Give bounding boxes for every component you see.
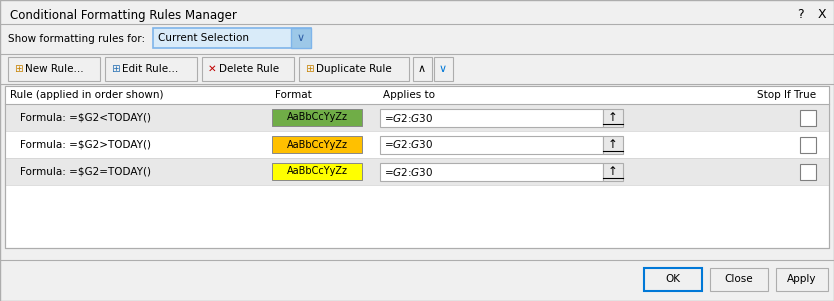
Text: ⊞: ⊞ — [305, 64, 314, 74]
Bar — [5, 86, 829, 248]
Text: ↑: ↑ — [608, 111, 618, 124]
Bar — [644, 268, 702, 291]
Bar — [272, 163, 362, 180]
Bar — [5, 104, 829, 131]
Bar — [105, 57, 197, 81]
Text: New Rule...: New Rule... — [25, 64, 83, 74]
Text: Conditional Formatting Rules Manager: Conditional Formatting Rules Manager — [10, 8, 237, 21]
Bar — [800, 163, 816, 179]
Bar — [380, 163, 603, 181]
Bar — [380, 108, 603, 126]
Bar — [776, 268, 828, 291]
Text: ✕: ✕ — [208, 64, 217, 74]
Bar — [5, 86, 829, 248]
Text: =$G$2:$G$30: =$G$2:$G$30 — [384, 166, 434, 178]
Bar — [8, 57, 100, 81]
Text: Stop If True: Stop If True — [757, 90, 816, 100]
Text: X: X — [817, 8, 826, 21]
Text: ↑: ↑ — [608, 165, 618, 178]
Text: Show formatting rules for:: Show formatting rules for: — [8, 34, 145, 44]
Bar — [299, 57, 409, 81]
Text: ↑: ↑ — [608, 138, 618, 151]
Text: Applies to: Applies to — [383, 90, 435, 100]
Text: ?: ? — [796, 8, 803, 21]
Bar — [603, 135, 623, 154]
Text: AaBbCcYyZz: AaBbCcYyZz — [287, 113, 348, 123]
Bar — [710, 268, 768, 291]
Bar — [5, 158, 829, 185]
Text: Current Selection: Current Selection — [158, 33, 249, 43]
Bar — [800, 136, 816, 153]
Bar — [5, 86, 829, 104]
Text: ⊞: ⊞ — [111, 64, 120, 74]
Text: Format: Format — [275, 90, 312, 100]
Bar — [272, 136, 362, 153]
Text: Formula: =$G2>TODAY(): Formula: =$G2>TODAY() — [20, 139, 151, 150]
Text: ⊞: ⊞ — [14, 64, 23, 74]
Text: AaBbCcYyZz: AaBbCcYyZz — [287, 166, 348, 176]
Text: Rule (applied in order shown): Rule (applied in order shown) — [10, 90, 163, 100]
Bar — [153, 28, 311, 48]
Text: Edit Rule...: Edit Rule... — [122, 64, 178, 74]
Text: =$G$2:$G$30: =$G$2:$G$30 — [384, 111, 434, 123]
Text: Duplicate Rule: Duplicate Rule — [316, 64, 392, 74]
Bar — [380, 135, 603, 154]
Text: ∨: ∨ — [297, 33, 305, 43]
Text: Formula: =$G2<TODAY(): Formula: =$G2<TODAY() — [20, 113, 151, 123]
Text: AaBbCcYyZz: AaBbCcYyZz — [287, 139, 348, 150]
Text: Apply: Apply — [787, 275, 816, 284]
Text: Delete Rule: Delete Rule — [219, 64, 279, 74]
Bar — [202, 57, 294, 81]
Bar — [5, 131, 829, 158]
Text: Formula: =$G2=TODAY(): Formula: =$G2=TODAY() — [20, 166, 151, 176]
Bar — [603, 108, 623, 126]
Text: OK: OK — [666, 275, 681, 284]
Text: =$G$2:$G$30: =$G$2:$G$30 — [384, 138, 434, 150]
Bar — [413, 57, 432, 81]
Bar — [800, 110, 816, 126]
Bar — [434, 57, 453, 81]
Text: ∨: ∨ — [439, 64, 447, 74]
Text: ∧: ∧ — [418, 64, 426, 74]
Bar — [603, 163, 623, 181]
Text: Close: Close — [725, 275, 753, 284]
Bar — [291, 28, 311, 48]
Bar — [272, 109, 362, 126]
